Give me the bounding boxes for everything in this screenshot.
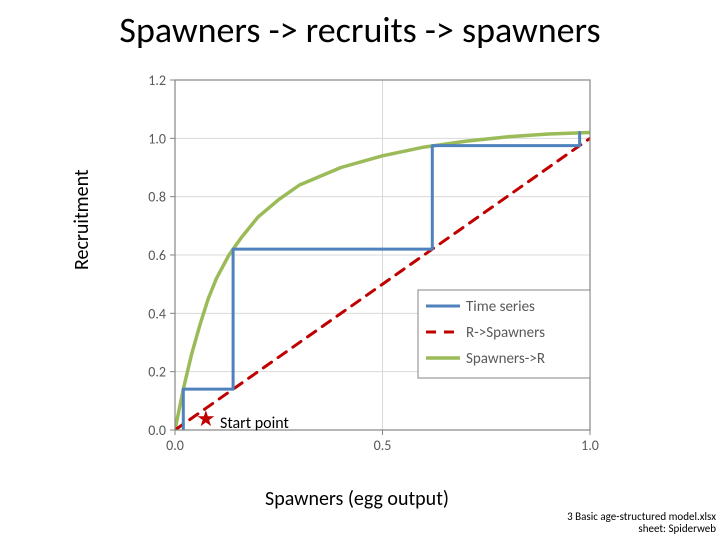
svg-text:0.2: 0.2 bbox=[148, 364, 166, 381]
svg-text:0.0: 0.0 bbox=[148, 422, 166, 439]
slide-title: Spawners -> recruits -> spawners bbox=[0, 8, 720, 52]
chart: 0.0 0.2 0.4 0.6 0.8 1.0 1.2 0.0 0.5 1.0 Time serie… bbox=[120, 70, 600, 470]
svg-text:R->Spawners: R->Spawners bbox=[466, 324, 545, 342]
start-star-icon: ★ bbox=[196, 405, 216, 432]
chart-svg: 0.0 0.2 0.4 0.6 0.8 1.0 1.2 0.0 0.5 1.0 Time serie… bbox=[120, 70, 600, 470]
svg-text:0.6: 0.6 bbox=[148, 247, 166, 264]
start-point-label: Start point bbox=[220, 414, 289, 433]
y-axis-label: Recruitment bbox=[70, 169, 94, 270]
svg-text:0.5: 0.5 bbox=[374, 437, 392, 454]
svg-text:Time series: Time series bbox=[466, 298, 535, 316]
svg-text:1.0: 1.0 bbox=[581, 437, 599, 454]
footer-line-1: 3 Basic age-structured model.xlsx bbox=[567, 510, 716, 523]
footer-line-2: sheet: Spiderweb bbox=[638, 522, 716, 535]
svg-text:1.0: 1.0 bbox=[148, 130, 166, 147]
footer-source: 3 Basic age-structured model.xlsx sheet:… bbox=[567, 511, 716, 536]
svg-text:0.8: 0.8 bbox=[148, 189, 166, 206]
svg-text:1.2: 1.2 bbox=[148, 72, 166, 89]
slide: Spawners -> recruits -> spawners Recruit… bbox=[0, 0, 720, 540]
svg-text:0.4: 0.4 bbox=[148, 305, 166, 322]
svg-text:Spawners->R: Spawners->R bbox=[466, 350, 545, 368]
svg-text:0.0: 0.0 bbox=[166, 437, 184, 454]
x-axis-label: Spawners (egg output) bbox=[265, 487, 449, 511]
